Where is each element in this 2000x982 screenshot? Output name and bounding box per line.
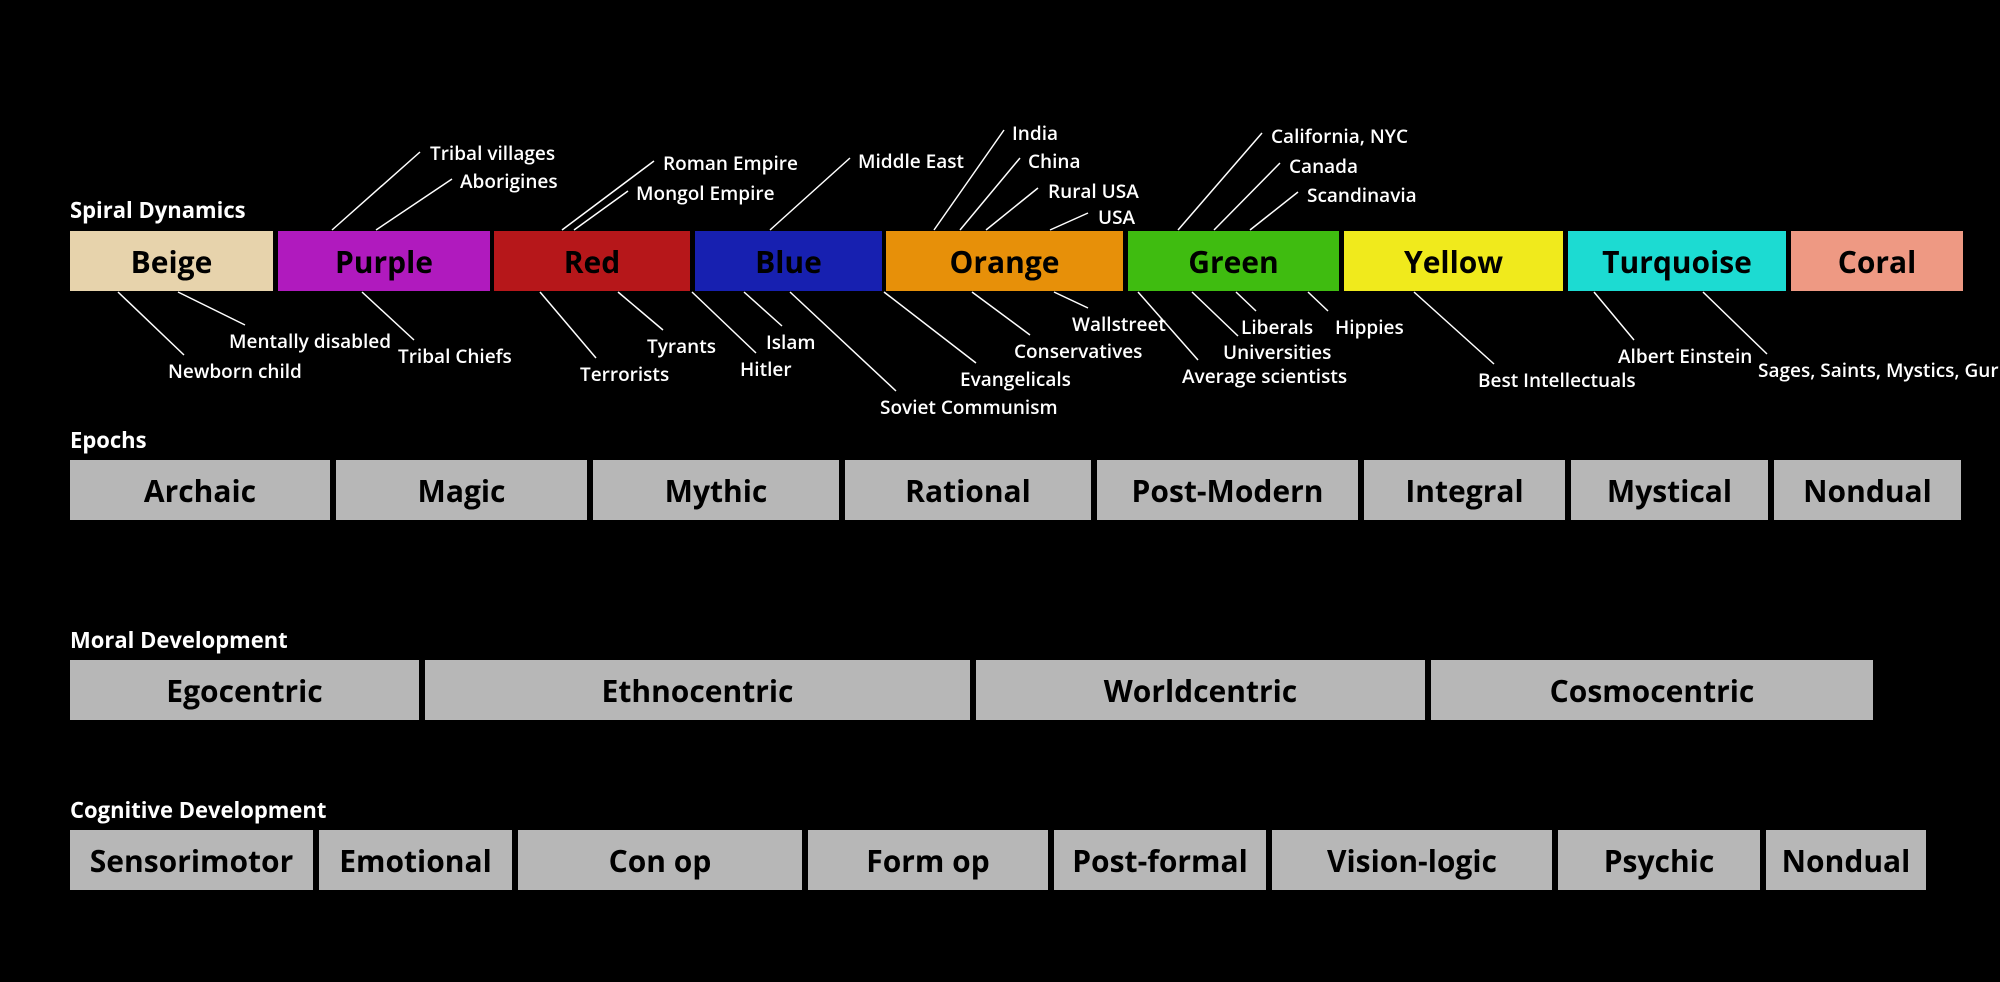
annotation-label: USA (1098, 204, 1135, 230)
annotation-label: Mongol Empire (636, 180, 775, 206)
epochs-cell: Post-Modern (1097, 460, 1358, 520)
annotation-label: Sages, Saints, Mystics, Gurus (1758, 357, 2000, 383)
cognitive-title: Cognitive Development (70, 795, 326, 825)
cognitive-cell: Nondual (1766, 830, 1926, 890)
spiral-cell: Coral (1791, 231, 1963, 291)
annotation-label: Islam (766, 329, 816, 355)
cell-label: Egocentric (166, 670, 322, 711)
epochs-cell: Rational (845, 460, 1091, 520)
annotation-label: Tribal Chiefs (398, 343, 512, 369)
annotation-label: Scandinavia (1307, 182, 1417, 208)
cell-label: Red (564, 241, 621, 282)
annotation-label: China (1028, 148, 1081, 174)
annotation-label: Mentally disabled (229, 328, 391, 354)
annotation-label: Tribal villages (430, 140, 555, 166)
epochs-cell: Mystical (1571, 460, 1768, 520)
annotation-label: Evangelicals (960, 366, 1071, 392)
cell-label: Blue (755, 241, 822, 282)
cell-label: Coral (1838, 241, 1917, 282)
moral-title: Moral Development (70, 625, 288, 655)
annotation-label: Canada (1289, 153, 1358, 179)
spiral-cell: Purple (278, 231, 490, 291)
moral-cell: Worldcentric (976, 660, 1425, 720)
spiral-cell: Red (494, 231, 690, 291)
cell-label: Post-formal (1072, 840, 1248, 881)
annotation-label: Hippies (1335, 314, 1404, 340)
annotation-label: California, NYC (1271, 123, 1408, 149)
cognitive-cell: Con op (518, 830, 802, 890)
moral-cell: Egocentric (70, 660, 419, 720)
cell-label: Mystical (1607, 470, 1732, 511)
annotation-label: Terrorists (580, 361, 669, 387)
epochs-cell: Integral (1364, 460, 1565, 520)
epochs-title: Epochs (70, 425, 147, 455)
epochs-cell: Nondual (1774, 460, 1961, 520)
cell-label: Vision-logic (1327, 840, 1497, 881)
annotation-label: Liberals (1241, 314, 1313, 340)
cell-label: Nondual (1803, 470, 1932, 511)
cell-label: Ethnocentric (602, 670, 794, 711)
cell-label: Nondual (1782, 840, 1911, 881)
cell-label: Rational (905, 470, 1031, 511)
annotation-label: Middle East (858, 148, 964, 174)
annotation-label: Conservatives (1014, 338, 1142, 364)
cell-label: Con op (609, 840, 712, 881)
epochs-cell: Mythic (593, 460, 839, 520)
cell-label: Yellow (1404, 241, 1503, 282)
cell-label: Form op (866, 840, 989, 881)
cell-label: Sensorimotor (90, 840, 293, 881)
annotation-label: Wallstreet (1072, 311, 1166, 337)
moral-cell: Ethnocentric (425, 660, 970, 720)
cell-label: Integral (1405, 470, 1523, 511)
annotation-label: Rural USA (1048, 178, 1139, 204)
cognitive-cell: Vision-logic (1272, 830, 1552, 890)
cell-label: Post-Modern (1132, 470, 1324, 511)
spiral-cell: Orange (886, 231, 1123, 291)
spiral-cell: Green (1128, 231, 1339, 291)
cell-label: Magic (418, 470, 506, 511)
annotation-label: India (1012, 120, 1058, 146)
annotation-label: Tyrants (647, 333, 716, 359)
annotation-label: Newborn child (168, 358, 302, 384)
cell-label: Orange (949, 241, 1059, 282)
cognitive-cell: Form op (808, 830, 1048, 890)
spiral-cell: Beige (70, 231, 273, 291)
annotation-label: Average scientists (1182, 363, 1347, 389)
cell-label: Emotional (339, 840, 492, 881)
annotation-label: Universities (1223, 339, 1331, 365)
annotation-label: Soviet Communism (880, 394, 1058, 420)
annotation-label: Hitler (740, 356, 792, 382)
cell-label: Worldcentric (1104, 670, 1297, 711)
cell-label: Beige (131, 241, 213, 282)
epochs-cell: Magic (336, 460, 587, 520)
cell-label: Psychic (1604, 840, 1715, 881)
spiral-cell: Turquoise (1568, 231, 1786, 291)
annotation-label: Roman Empire (663, 150, 798, 176)
spiral-cell: Yellow (1344, 231, 1563, 291)
cell-label: Turquoise (1602, 241, 1752, 282)
cell-label: Archaic (144, 470, 256, 511)
cell-label: Cosmocentric (1550, 670, 1755, 711)
cognitive-cell: Post-formal (1054, 830, 1266, 890)
epochs-cell: Archaic (70, 460, 330, 520)
cell-label: Mythic (665, 470, 768, 511)
cognitive-cell: Psychic (1558, 830, 1760, 890)
cognitive-cell: Emotional (319, 830, 512, 890)
spiral-title: Spiral Dynamics (70, 195, 246, 225)
moral-cell: Cosmocentric (1431, 660, 1873, 720)
cell-label: Purple (335, 241, 433, 282)
annotation-label: Albert Einstein (1618, 343, 1752, 369)
annotation-label: Aborigines (460, 168, 558, 194)
cognitive-cell: Sensorimotor (70, 830, 313, 890)
cell-label: Green (1188, 241, 1279, 282)
spiral-cell: Blue (695, 231, 882, 291)
annotation-label: Best Intellectuals (1478, 367, 1636, 393)
